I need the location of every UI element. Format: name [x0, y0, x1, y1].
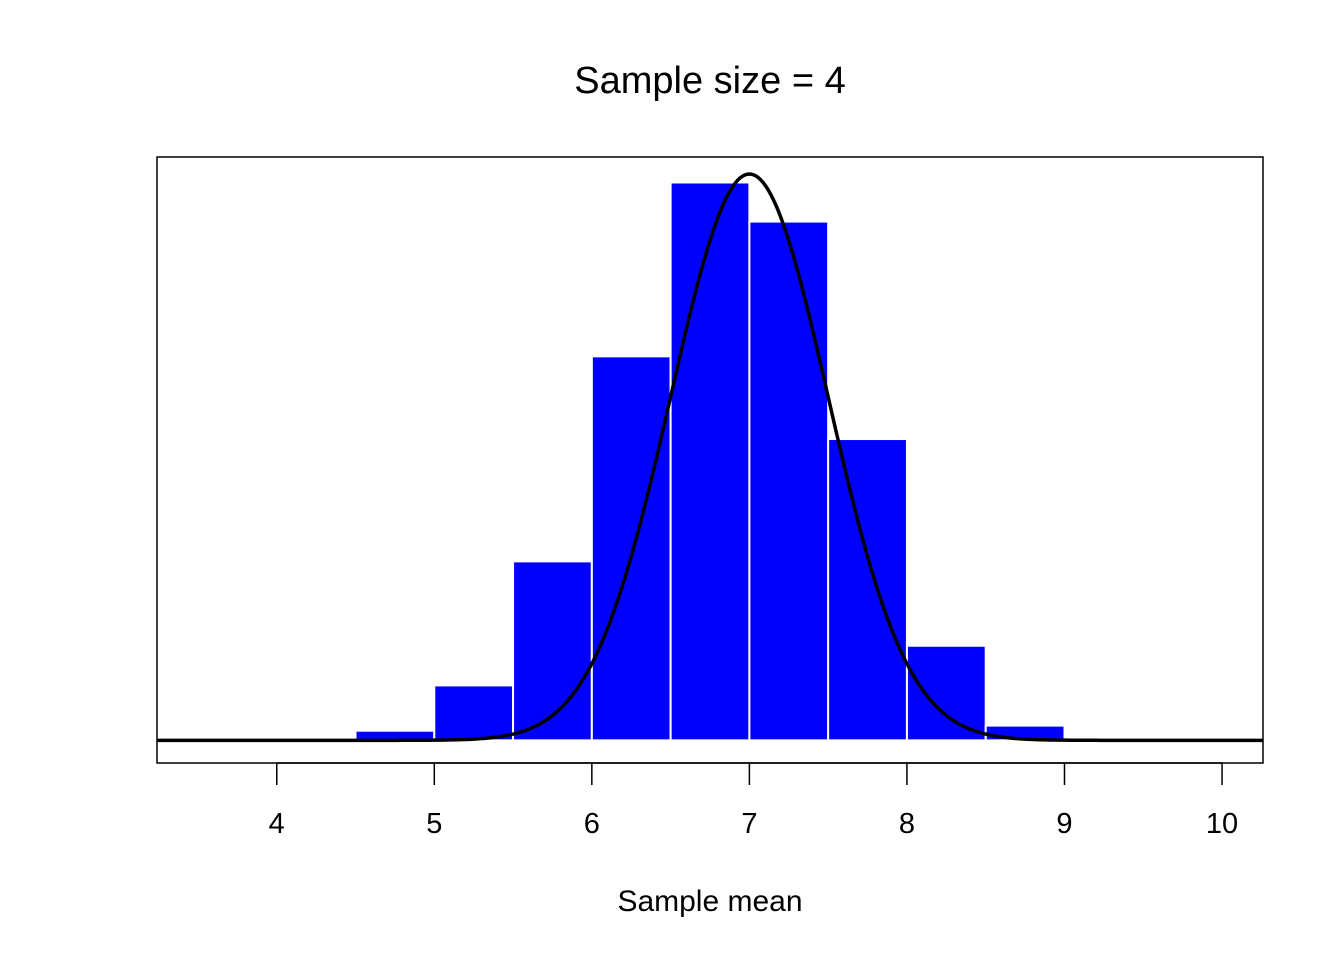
normal-density-curve — [157, 172, 1263, 743]
x-tick-label-4: 4 — [269, 808, 285, 840]
histogram-bar-3 — [590, 355, 672, 742]
x-axis: 4 5 6 7 8 9 10 — [269, 762, 1238, 840]
x-axis-label: Sample mean — [617, 885, 802, 918]
histogram-bar-1 — [433, 684, 515, 742]
histogram-bar-5 — [748, 220, 830, 742]
histogram-bars — [354, 181, 1066, 742]
chart-title: Sample size = 4 — [574, 60, 845, 102]
x-tick-label-10: 10 — [1206, 808, 1238, 840]
histogram-bar-6 — [827, 438, 908, 742]
x-tick-label-9: 9 — [1056, 808, 1072, 840]
histogram-bar-7 — [905, 644, 987, 742]
histogram-bar-4 — [669, 181, 751, 742]
x-tick-label-7: 7 — [741, 808, 757, 840]
x-tick-label-5: 5 — [426, 808, 442, 840]
x-tick-label-8: 8 — [899, 808, 915, 840]
x-tick-label-6: 6 — [584, 808, 600, 840]
